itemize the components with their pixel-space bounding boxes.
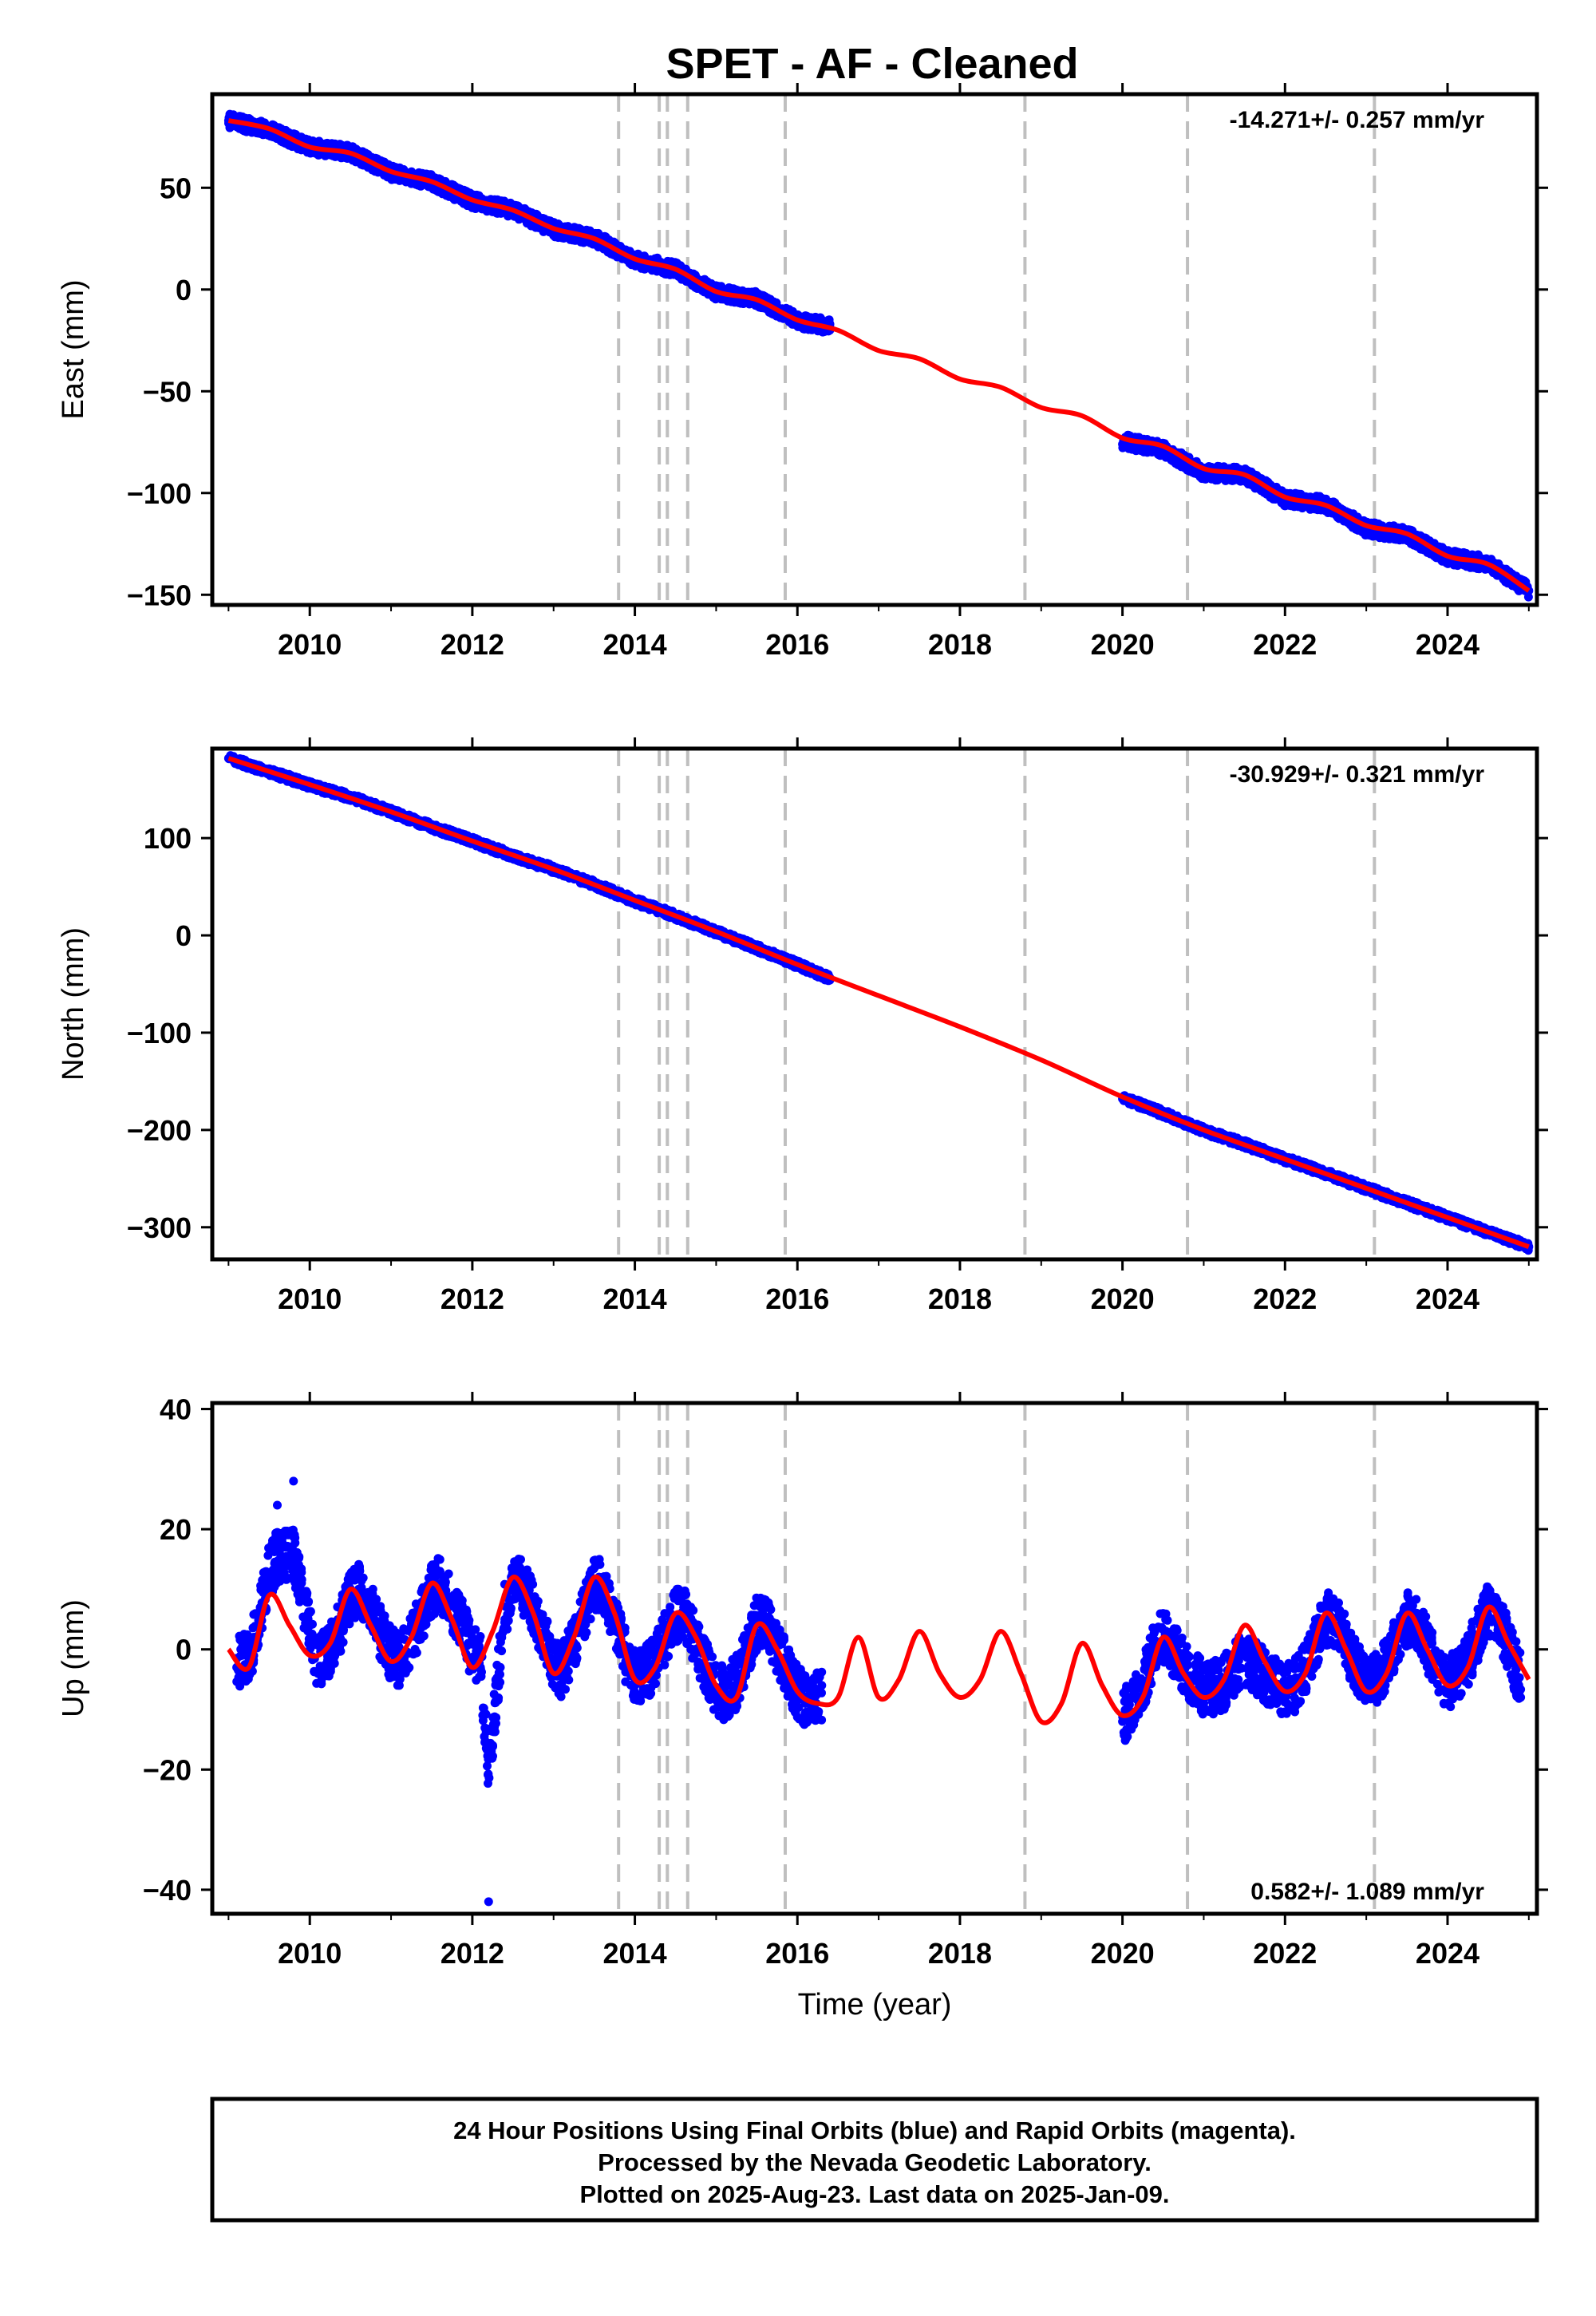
east-data-point	[1452, 547, 1462, 557]
east-y-tick-label: −100	[127, 477, 192, 510]
east-data-point	[476, 204, 486, 213]
east-data-point	[1203, 471, 1212, 480]
east-data-point	[363, 163, 373, 172]
east-x-tick-label: 2024	[1416, 628, 1479, 661]
east-y-axis-label: East (mm)	[57, 279, 90, 419]
east-data-point	[510, 211, 519, 221]
figure-title: SPET - AF - Cleaned	[666, 40, 1078, 88]
east-data-point	[321, 151, 330, 160]
east-x-tick-label: 2010	[278, 628, 342, 661]
east-data-point	[1136, 446, 1146, 456]
east-data-point	[329, 140, 338, 149]
north-panel: 2010 2012 2014 2016 2018 2020 2022 2024−300−200…	[57, 737, 1548, 1315]
east-data-point	[1213, 475, 1223, 484]
east-data-point	[1124, 441, 1133, 451]
east-y-tick-label: −50	[143, 375, 192, 408]
east-data-point	[432, 186, 441, 195]
east-data-point	[276, 136, 286, 146]
east-y-tick-label: −150	[127, 579, 192, 611]
east-panel: 2010 2012 2014 2016 2018 2020 2022 2024 −150 −100…	[57, 83, 1548, 661]
east-x-tick-label: 2012	[440, 628, 504, 661]
east-rate-label: -14.271+/- 0.257 mm/yr	[1230, 107, 1485, 133]
east-x-tick-label: 2014	[603, 628, 667, 661]
east-data-point	[1452, 560, 1461, 570]
east-data-point	[459, 199, 468, 208]
east-data-point	[307, 137, 317, 147]
east-data-point	[487, 205, 496, 215]
east-data-point	[391, 175, 401, 184]
east-y-tick-label: 0	[176, 274, 192, 306]
east-x-tick-label: 2020	[1091, 628, 1155, 661]
east-data-point	[468, 201, 477, 211]
east-x-tick-label: 2016	[765, 628, 829, 661]
east-x-tick-label: 2022	[1253, 628, 1317, 661]
east-data-point	[314, 137, 324, 147]
east-y-tick-label: 50	[160, 172, 192, 204]
east-data-point	[490, 195, 500, 204]
east-x-tick-label: 2018	[928, 628, 992, 661]
